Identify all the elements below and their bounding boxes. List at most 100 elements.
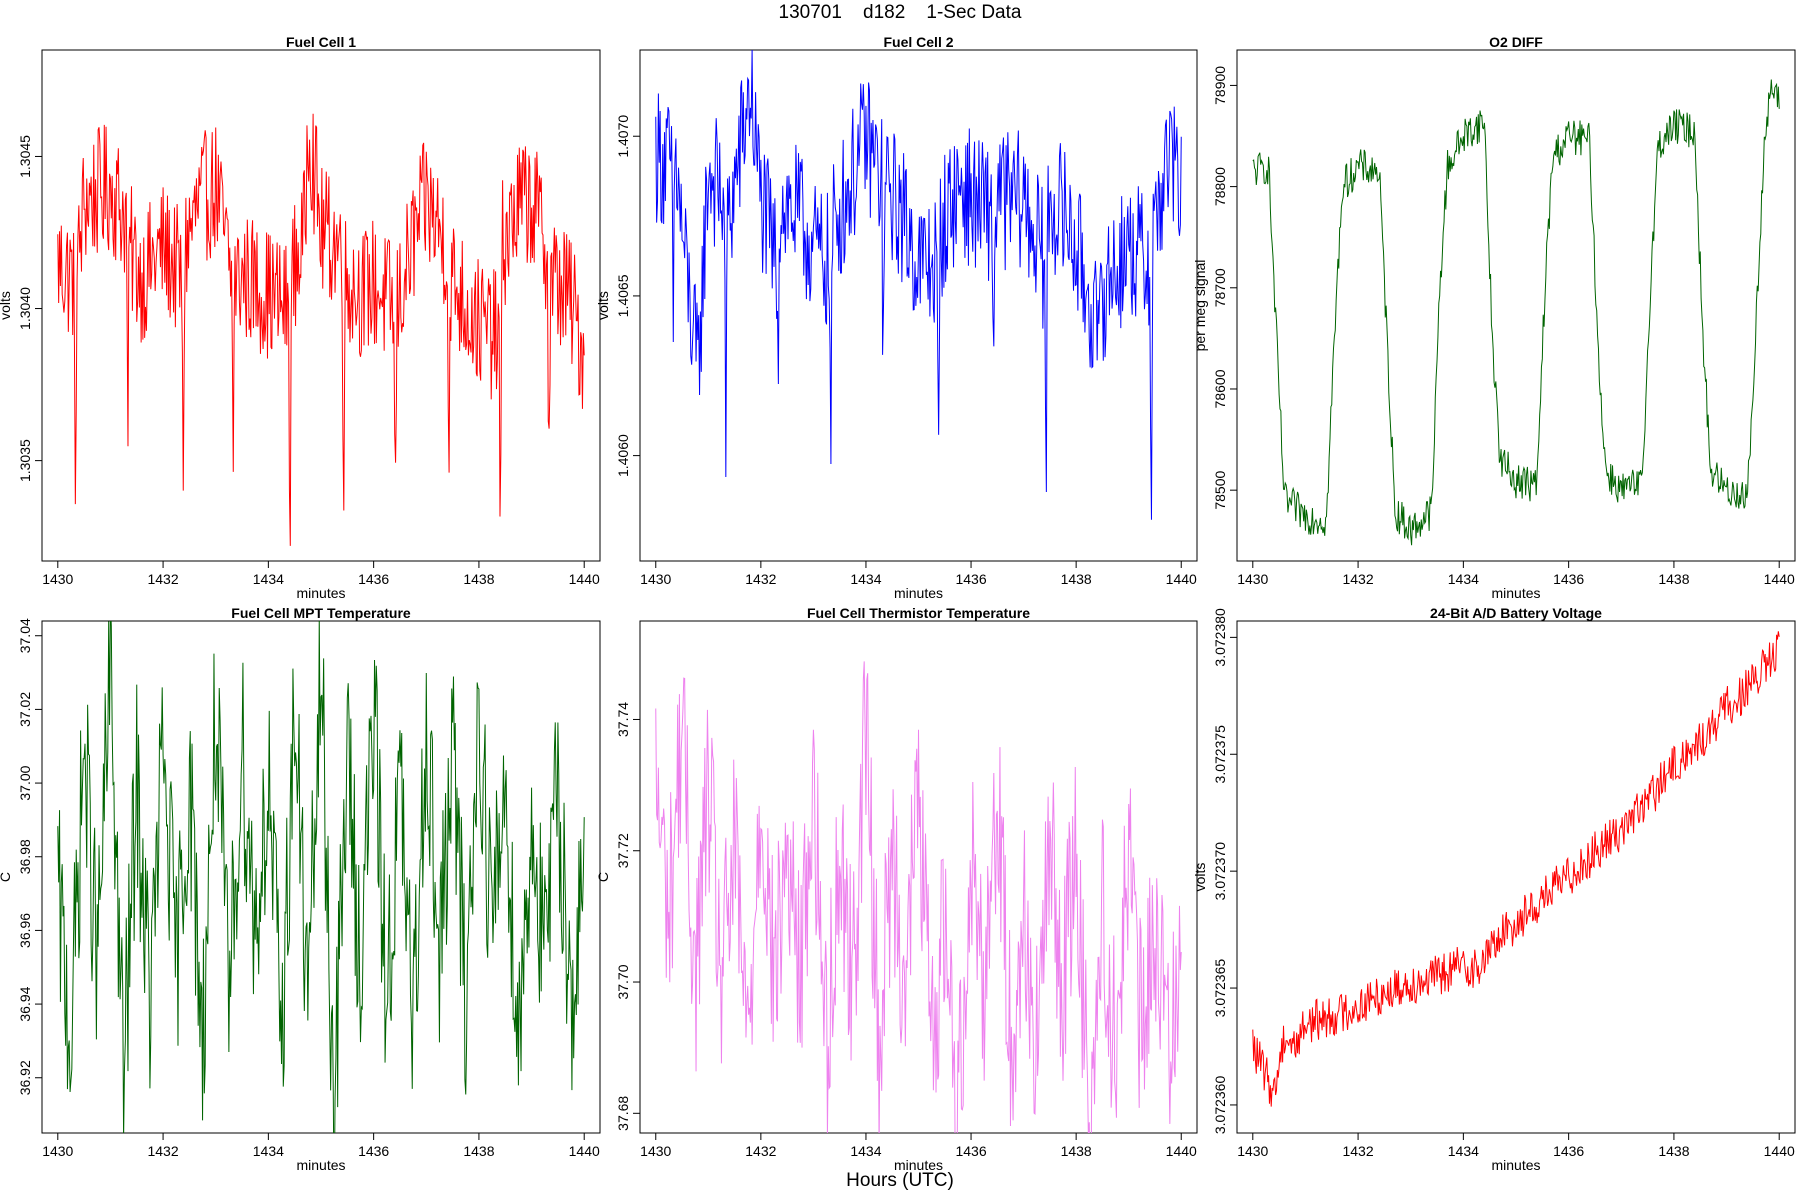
x-tick-label: 1432 xyxy=(147,1143,178,1159)
panel-title: Fuel Cell MPT Temperature xyxy=(231,605,411,621)
y-axis-label: volts xyxy=(0,291,13,320)
x-tick-label: 1440 xyxy=(569,1143,600,1159)
y-tick-label: 78700 xyxy=(1212,268,1228,307)
series-line xyxy=(1252,631,1780,1107)
page-title: 130701 d182 1-Sec Data xyxy=(778,2,1022,23)
y-tick-label: 36.92 xyxy=(17,1060,33,1095)
x-tick-label: 1432 xyxy=(1342,1143,1373,1159)
y-axis-label: volts xyxy=(1192,863,1208,892)
x-tick-label: 1438 xyxy=(1658,1143,1689,1159)
y-tick-label: 37.68 xyxy=(615,1096,631,1131)
y-axis-label: per meg signal xyxy=(1192,260,1208,352)
y-tick-label: 36.94 xyxy=(17,986,33,1021)
plot-frame xyxy=(41,620,601,1134)
plot-frame xyxy=(1236,49,1796,562)
y-tick-label: 1.4060 xyxy=(615,434,631,477)
x-tick-label: 1440 xyxy=(569,571,600,587)
x-tick-label: 1430 xyxy=(42,571,73,587)
x-tick-label: 1430 xyxy=(1237,571,1268,587)
plot-frame xyxy=(41,49,601,562)
series-line xyxy=(1252,79,1780,546)
x-tick-label: 1438 xyxy=(1061,1143,1092,1159)
plot-frame xyxy=(639,49,1198,562)
x-tick-label: 1438 xyxy=(463,1143,494,1159)
x-tick-label: 1440 xyxy=(1166,1143,1197,1159)
y-tick-label: 1.4065 xyxy=(615,274,631,317)
chart-panel-5: Fuel Cell Thermistor Temperature 1430 1432… xyxy=(595,605,1198,1173)
y-tick-label: 37.02 xyxy=(17,692,33,727)
x-tick-label: 1436 xyxy=(1553,1143,1584,1159)
x-tick-label: 1432 xyxy=(147,571,178,587)
x-tick-label: 1434 xyxy=(850,1143,881,1159)
x-tick-label: 1430 xyxy=(640,1143,671,1159)
x-tick-label: 1436 xyxy=(358,571,389,587)
y-tick-label: 37.70 xyxy=(615,964,631,999)
panel-title: Fuel Cell 2 xyxy=(883,34,953,50)
x-tick-label: 1430 xyxy=(1237,1143,1268,1159)
y-tick-label: 1.4070 xyxy=(615,115,631,158)
y-tick-label: 3.072370 xyxy=(1212,842,1228,901)
x-tick-label: 1430 xyxy=(640,571,671,587)
y-axis-label: volts xyxy=(595,291,611,320)
plot-frame xyxy=(1236,620,1796,1134)
x-axis-label: minutes xyxy=(1491,585,1540,601)
x-axis-label: minutes xyxy=(894,585,943,601)
x-tick-label: 1438 xyxy=(1061,571,1092,587)
x-tick-label: 1438 xyxy=(463,571,494,587)
x-axis-label: minutes xyxy=(296,1157,345,1173)
panel-title: 24-Bit A/D Battery Voltage xyxy=(1430,605,1602,621)
x-tick-label: 1434 xyxy=(1448,1143,1479,1159)
x-tick-label: 1440 xyxy=(1764,571,1795,587)
y-tick-label: 37.74 xyxy=(615,702,631,737)
plot-frame xyxy=(639,620,1198,1134)
series-line xyxy=(655,50,1182,520)
x-tick-label: 1440 xyxy=(1764,1143,1795,1159)
y-tick-label: 1.3035 xyxy=(17,439,33,482)
x-tick-label: 1434 xyxy=(850,571,881,587)
y-tick-label: 3.072375 xyxy=(1212,725,1228,784)
y-tick-label: 78600 xyxy=(1212,369,1228,408)
y-tick-label: 78900 xyxy=(1212,66,1228,105)
y-tick-label: 37.00 xyxy=(17,765,33,800)
x-axis-overall-label: Hours (UTC) xyxy=(846,1170,954,1191)
chart-panel-2: Fuel Cell 2 1430 1432 1434 1436 1438 1440 minut… xyxy=(595,34,1198,601)
chart-panel-6: 24-Bit A/D Battery Voltage 1430 1432 1434 14… xyxy=(1192,605,1796,1173)
y-tick-label: 78500 xyxy=(1212,470,1228,509)
y-tick-label: 3.072360 xyxy=(1212,1076,1228,1135)
y-tick-label: 1.3045 xyxy=(17,135,33,178)
x-tick-label: 1434 xyxy=(253,571,284,587)
x-tick-label: 1432 xyxy=(745,571,776,587)
chart-panel-1: Fuel Cell 1 1430 1432 1434 1436 1438 1440 minut… xyxy=(0,34,601,601)
chart-panel-4: Fuel Cell MPT Temperature 1430 1432 1434 143… xyxy=(0,605,601,1173)
x-tick-label: 1430 xyxy=(42,1143,73,1159)
x-tick-label: 1438 xyxy=(1658,571,1689,587)
series-line xyxy=(655,661,1182,1133)
y-tick-label: 1.3040 xyxy=(17,287,33,330)
x-tick-label: 1440 xyxy=(1166,571,1197,587)
y-axis-label: C xyxy=(595,872,611,882)
y-tick-label: 36.98 xyxy=(17,839,33,874)
x-tick-label: 1434 xyxy=(1448,571,1479,587)
x-axis-label: minutes xyxy=(894,1157,943,1173)
series-line xyxy=(57,621,585,1133)
y-tick-label: 37.72 xyxy=(615,833,631,868)
y-tick-label: 78800 xyxy=(1212,167,1228,206)
x-tick-label: 1436 xyxy=(955,571,986,587)
x-axis-label: minutes xyxy=(296,585,345,601)
x-tick-label: 1432 xyxy=(1342,571,1373,587)
panel-title: O2 DIFF xyxy=(1489,34,1543,50)
x-tick-label: 1432 xyxy=(745,1143,776,1159)
x-tick-label: 1436 xyxy=(955,1143,986,1159)
y-tick-label: 36.96 xyxy=(17,913,33,948)
chart-panel-3: O2 DIFF 1430 1432 1434 1436 1438 1440 minutes 78… xyxy=(1192,34,1796,601)
y-tick-label: 3.072380 xyxy=(1212,608,1228,667)
y-axis-label: C xyxy=(0,872,13,882)
panel-title: Fuel Cell Thermistor Temperature xyxy=(807,605,1030,621)
x-tick-label: 1436 xyxy=(358,1143,389,1159)
x-axis-label: minutes xyxy=(1491,1157,1540,1173)
panel-title: Fuel Cell 1 xyxy=(286,34,356,50)
x-tick-label: 1434 xyxy=(253,1143,284,1159)
y-tick-label: 3.072365 xyxy=(1212,959,1228,1018)
